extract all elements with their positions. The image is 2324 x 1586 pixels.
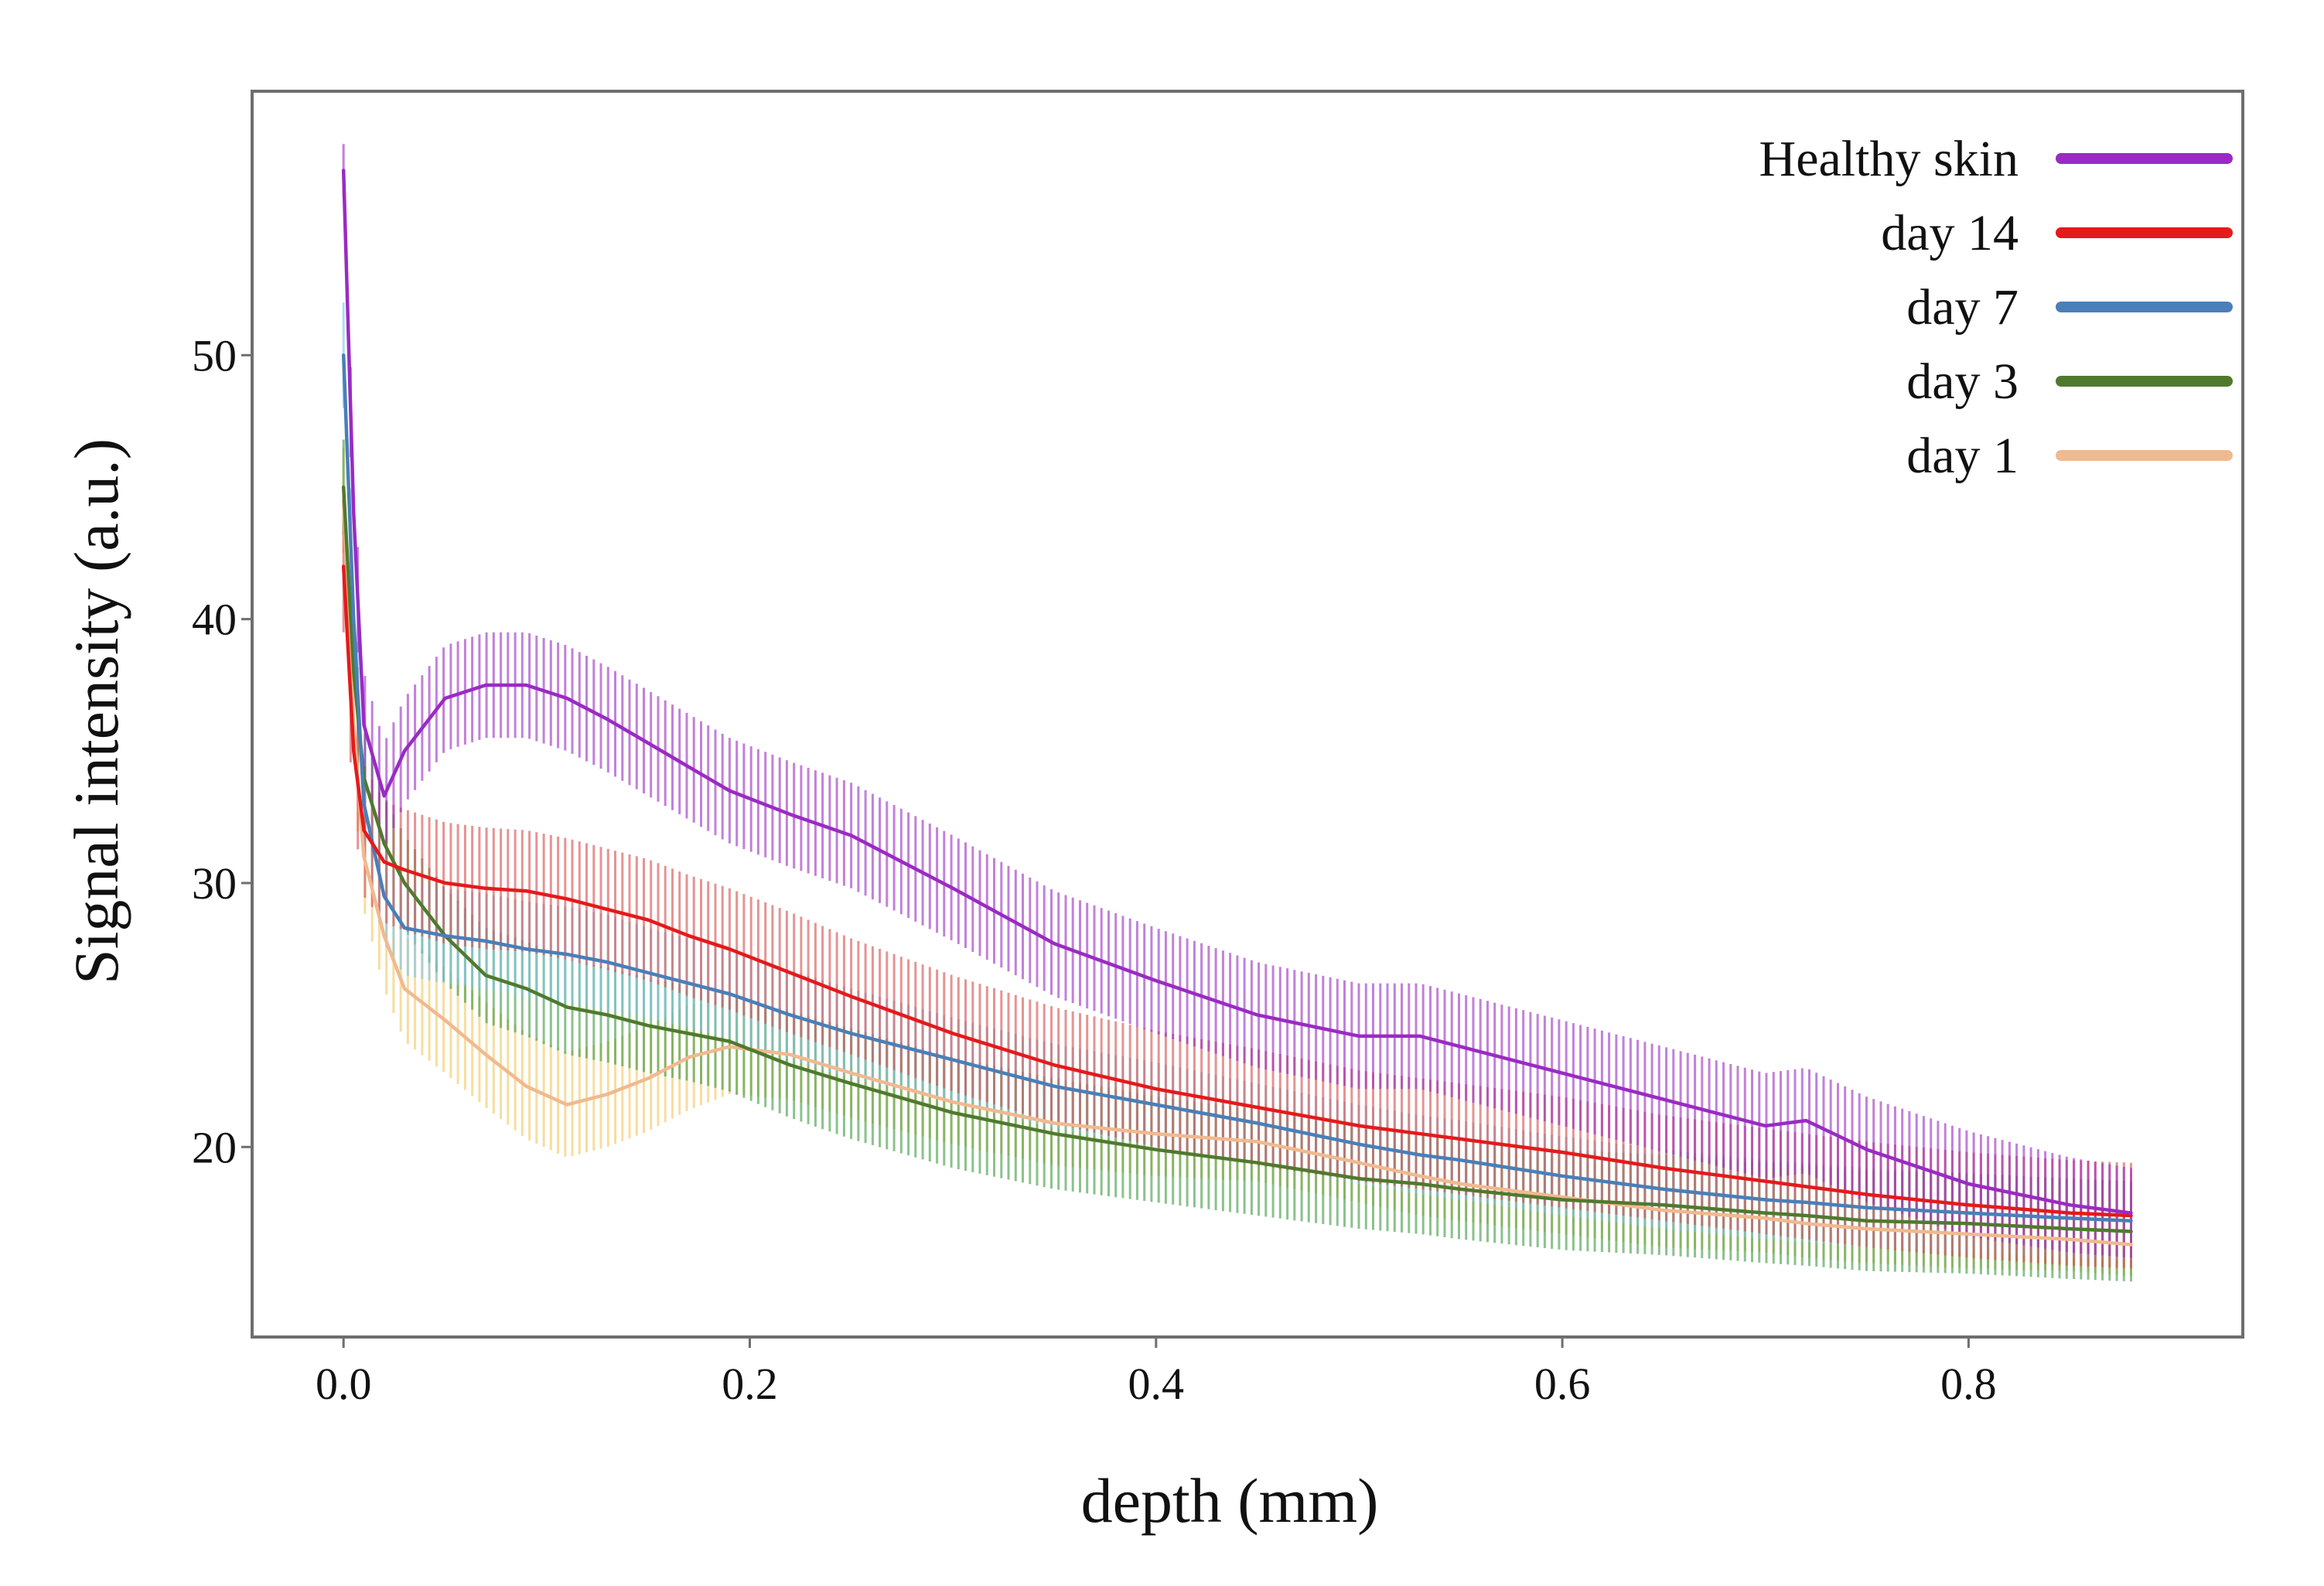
x-tick-label: 0.2 xyxy=(722,1359,778,1409)
plot-frame xyxy=(251,90,2244,1339)
x-tick-label: 0.6 xyxy=(1534,1359,1591,1409)
series-line-healthy-skin xyxy=(341,169,2133,1215)
y-tick-label: 30 xyxy=(192,858,237,909)
y-axis-ticks: 20 30 40 50 xyxy=(192,330,252,1172)
legend-item-day-3: day 3 xyxy=(1906,353,2233,410)
legend-label: day 7 xyxy=(1906,279,2019,336)
legend-label: day 3 xyxy=(1906,353,2019,410)
series-line-day-7 xyxy=(341,353,2133,1223)
series-lines xyxy=(341,169,2133,1247)
y-tick-label: 50 xyxy=(192,330,237,380)
y-axis-title: Signal intensity (a.u.) xyxy=(61,438,131,984)
legend: Healthy skin day 14 day 7 day 3 day 1 xyxy=(1759,131,2233,484)
y-tick-label: 40 xyxy=(192,595,237,645)
series-line-day-1 xyxy=(341,498,2133,1247)
x-axis-ticks: 0.0 0.2 0.4 0.6 0.8 xyxy=(316,1337,1997,1409)
x-tick-label: 0.8 xyxy=(1940,1359,1997,1409)
legend-item-day-1: day 1 xyxy=(1906,428,2233,484)
legend-label: day 1 xyxy=(1906,428,2019,484)
series-line-day-3 xyxy=(341,485,2133,1233)
legend-label: day 14 xyxy=(1881,205,2019,261)
legend-item-day-7: day 7 xyxy=(1906,279,2233,336)
legend-item-healthy-skin: Healthy skin xyxy=(1759,131,2233,187)
legend-item-day-14: day 14 xyxy=(1881,205,2233,261)
x-axis-title: depth (mm) xyxy=(1081,1465,1379,1536)
legend-label: Healthy skin xyxy=(1759,131,2019,187)
x-tick-label: 0.4 xyxy=(1128,1359,1185,1409)
y-tick-label: 20 xyxy=(192,1122,237,1172)
x-tick-label: 0.0 xyxy=(316,1359,372,1409)
series-line-day-14 xyxy=(341,564,2133,1218)
